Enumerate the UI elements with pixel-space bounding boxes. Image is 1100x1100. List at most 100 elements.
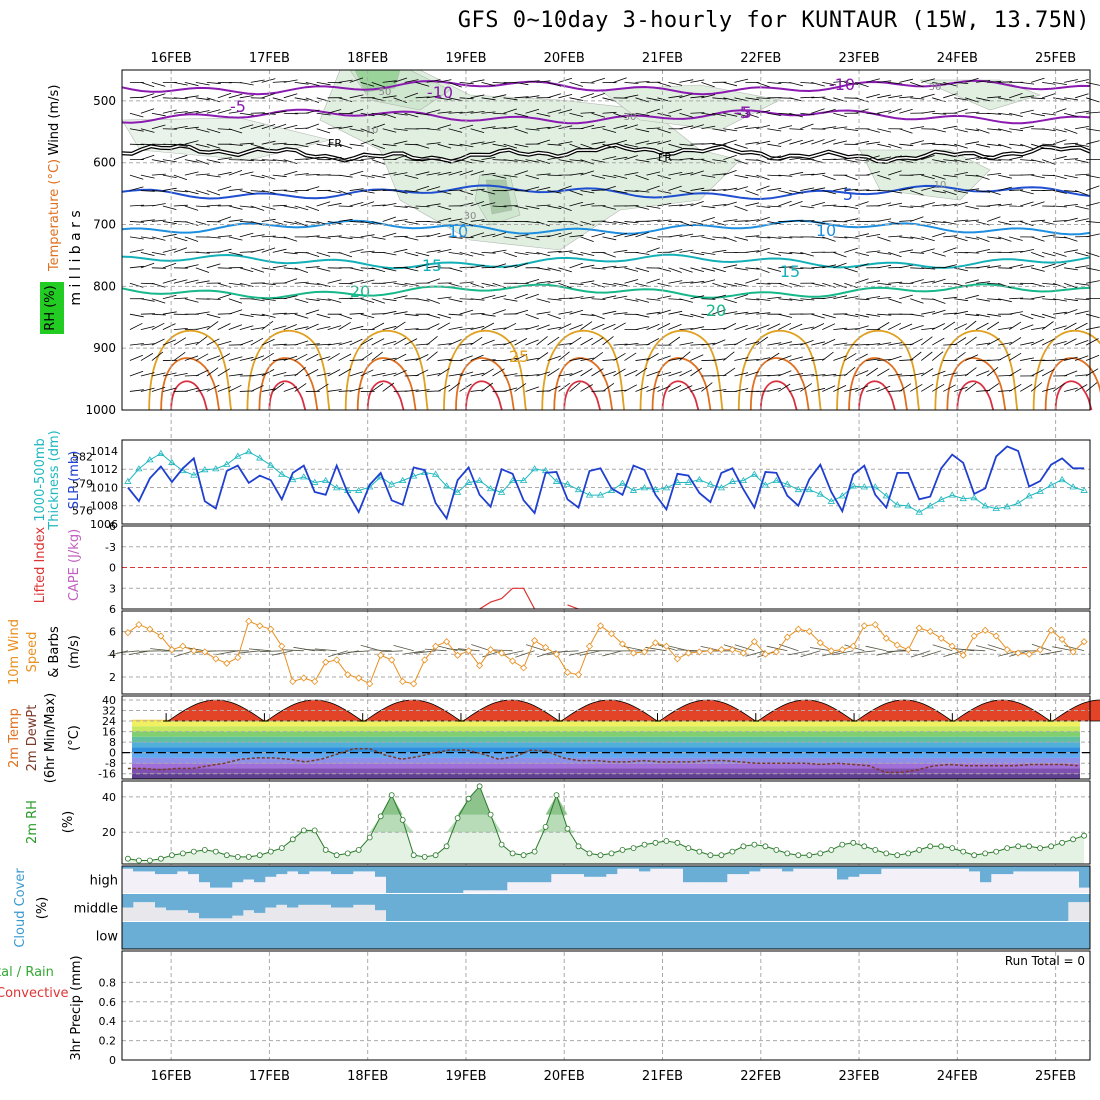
- wind-barb: [1009, 282, 1024, 285]
- date-label-top: 21FEB: [642, 51, 683, 66]
- wind-barb: [822, 108, 836, 114]
- wind-barb: [206, 367, 219, 377]
- wind-barb: [668, 249, 683, 253]
- wind-barb: [723, 311, 738, 315]
- wind-barb: [426, 186, 441, 191]
- wind-barb: [623, 646, 645, 652]
- wind-barb: [976, 342, 991, 346]
- wind-barb: [756, 185, 770, 191]
- wind-barb: [217, 368, 231, 377]
- wind-barb: [426, 79, 441, 83]
- wind-speed-point: [322, 658, 330, 666]
- cloud-bar: [419, 894, 431, 921]
- wind-barb: [668, 385, 682, 392]
- wind-barb: [778, 370, 792, 377]
- wind-barb: [679, 313, 694, 318]
- cloud-bar: [760, 922, 772, 949]
- wind-barb: [1064, 204, 1079, 207]
- rh-point: [179, 850, 186, 857]
- wind-speed-point: [487, 646, 495, 654]
- wind-barb: [514, 262, 528, 269]
- wind-barb: [712, 339, 726, 346]
- wind-barb: [151, 338, 165, 346]
- wind-speed-point: [794, 625, 802, 633]
- wind-barb: [580, 251, 595, 256]
- wind-barb: [173, 174, 188, 181]
- wind-barb: [921, 186, 935, 191]
- wind-barb: [668, 143, 683, 149]
- wind-barb: [184, 140, 199, 145]
- wind-barb: [613, 249, 628, 253]
- wind-barb: [591, 159, 606, 163]
- wind-barb: [492, 205, 507, 208]
- wind-barb: [844, 344, 859, 346]
- rh-point: [300, 827, 307, 834]
- wind-barb: [470, 336, 483, 346]
- wind-barb: [580, 190, 595, 194]
- wind-barb: [822, 373, 837, 377]
- isotherm-label: -5: [230, 97, 246, 116]
- cloud-bar: [881, 894, 893, 921]
- wind-barb: [503, 159, 518, 162]
- temp-band: [132, 736, 1080, 743]
- wind-barb: [613, 295, 628, 300]
- wind-barb: [833, 158, 848, 161]
- wind-barb: [657, 203, 672, 207]
- wind-barb: [316, 356, 331, 361]
- wind-barb: [591, 313, 605, 320]
- wind-barb: [844, 352, 857, 361]
- wind-barb: [690, 251, 705, 256]
- wind-barb: [998, 327, 1013, 331]
- wind-barb: [800, 96, 815, 99]
- wind-barb: [866, 155, 880, 161]
- cloud-bar: [848, 922, 860, 949]
- wind-barb: [811, 187, 826, 191]
- cloud-bar: [298, 866, 310, 875]
- wind-speed-point: [530, 636, 539, 645]
- wind-barb: [514, 143, 529, 148]
- wind-barb: [437, 368, 450, 377]
- wind-barb: [580, 81, 595, 84]
- wind-barb: [1020, 143, 1034, 150]
- isotherm-25-arc: [836, 329, 920, 411]
- cloud-bar: [485, 894, 497, 921]
- rh-point: [1037, 845, 1043, 851]
- rh-point: [476, 783, 483, 790]
- lifted-index-line: [479, 587, 536, 610]
- rh-point: [168, 852, 175, 859]
- wind-barb: [250, 79, 265, 83]
- isotherm-35-arc: [661, 380, 700, 411]
- wind-barb: [855, 140, 870, 145]
- wind-barb: [459, 281, 474, 284]
- wind-barb: [536, 267, 551, 271]
- wind-barb: [580, 368, 593, 377]
- wind-barb: [536, 126, 551, 130]
- cloud-bar: [716, 894, 728, 921]
- wind-barb: [536, 371, 551, 377]
- wind-speed-point: [552, 650, 561, 658]
- cloud-bar: [463, 922, 475, 949]
- wind-speed-point: [662, 642, 671, 650]
- wind-barb: [536, 221, 550, 227]
- wind-barb: [734, 311, 749, 315]
- wind-barb: [767, 323, 781, 330]
- wind-barb: [954, 143, 968, 149]
- wind-barb: [371, 159, 386, 165]
- wind-barb: [459, 111, 474, 114]
- wind-barb: [415, 205, 430, 208]
- wind-barb: [701, 342, 716, 346]
- wind-barb: [1086, 313, 1100, 319]
- cloud-bar: [782, 922, 794, 949]
- wind-barb: [261, 369, 275, 377]
- wind-barb: [822, 139, 836, 145]
- wind-barb: [525, 386, 539, 392]
- wind-barb: [347, 650, 370, 653]
- wind-barb: [1009, 156, 1023, 161]
- wind-barb: [998, 390, 1013, 392]
- wind-barb: [965, 128, 980, 132]
- wind-barb: [250, 248, 265, 253]
- rh-point: [905, 850, 912, 857]
- wind-barb: [547, 232, 562, 238]
- thickness-point: [794, 485, 803, 493]
- wind-barb: [360, 158, 375, 161]
